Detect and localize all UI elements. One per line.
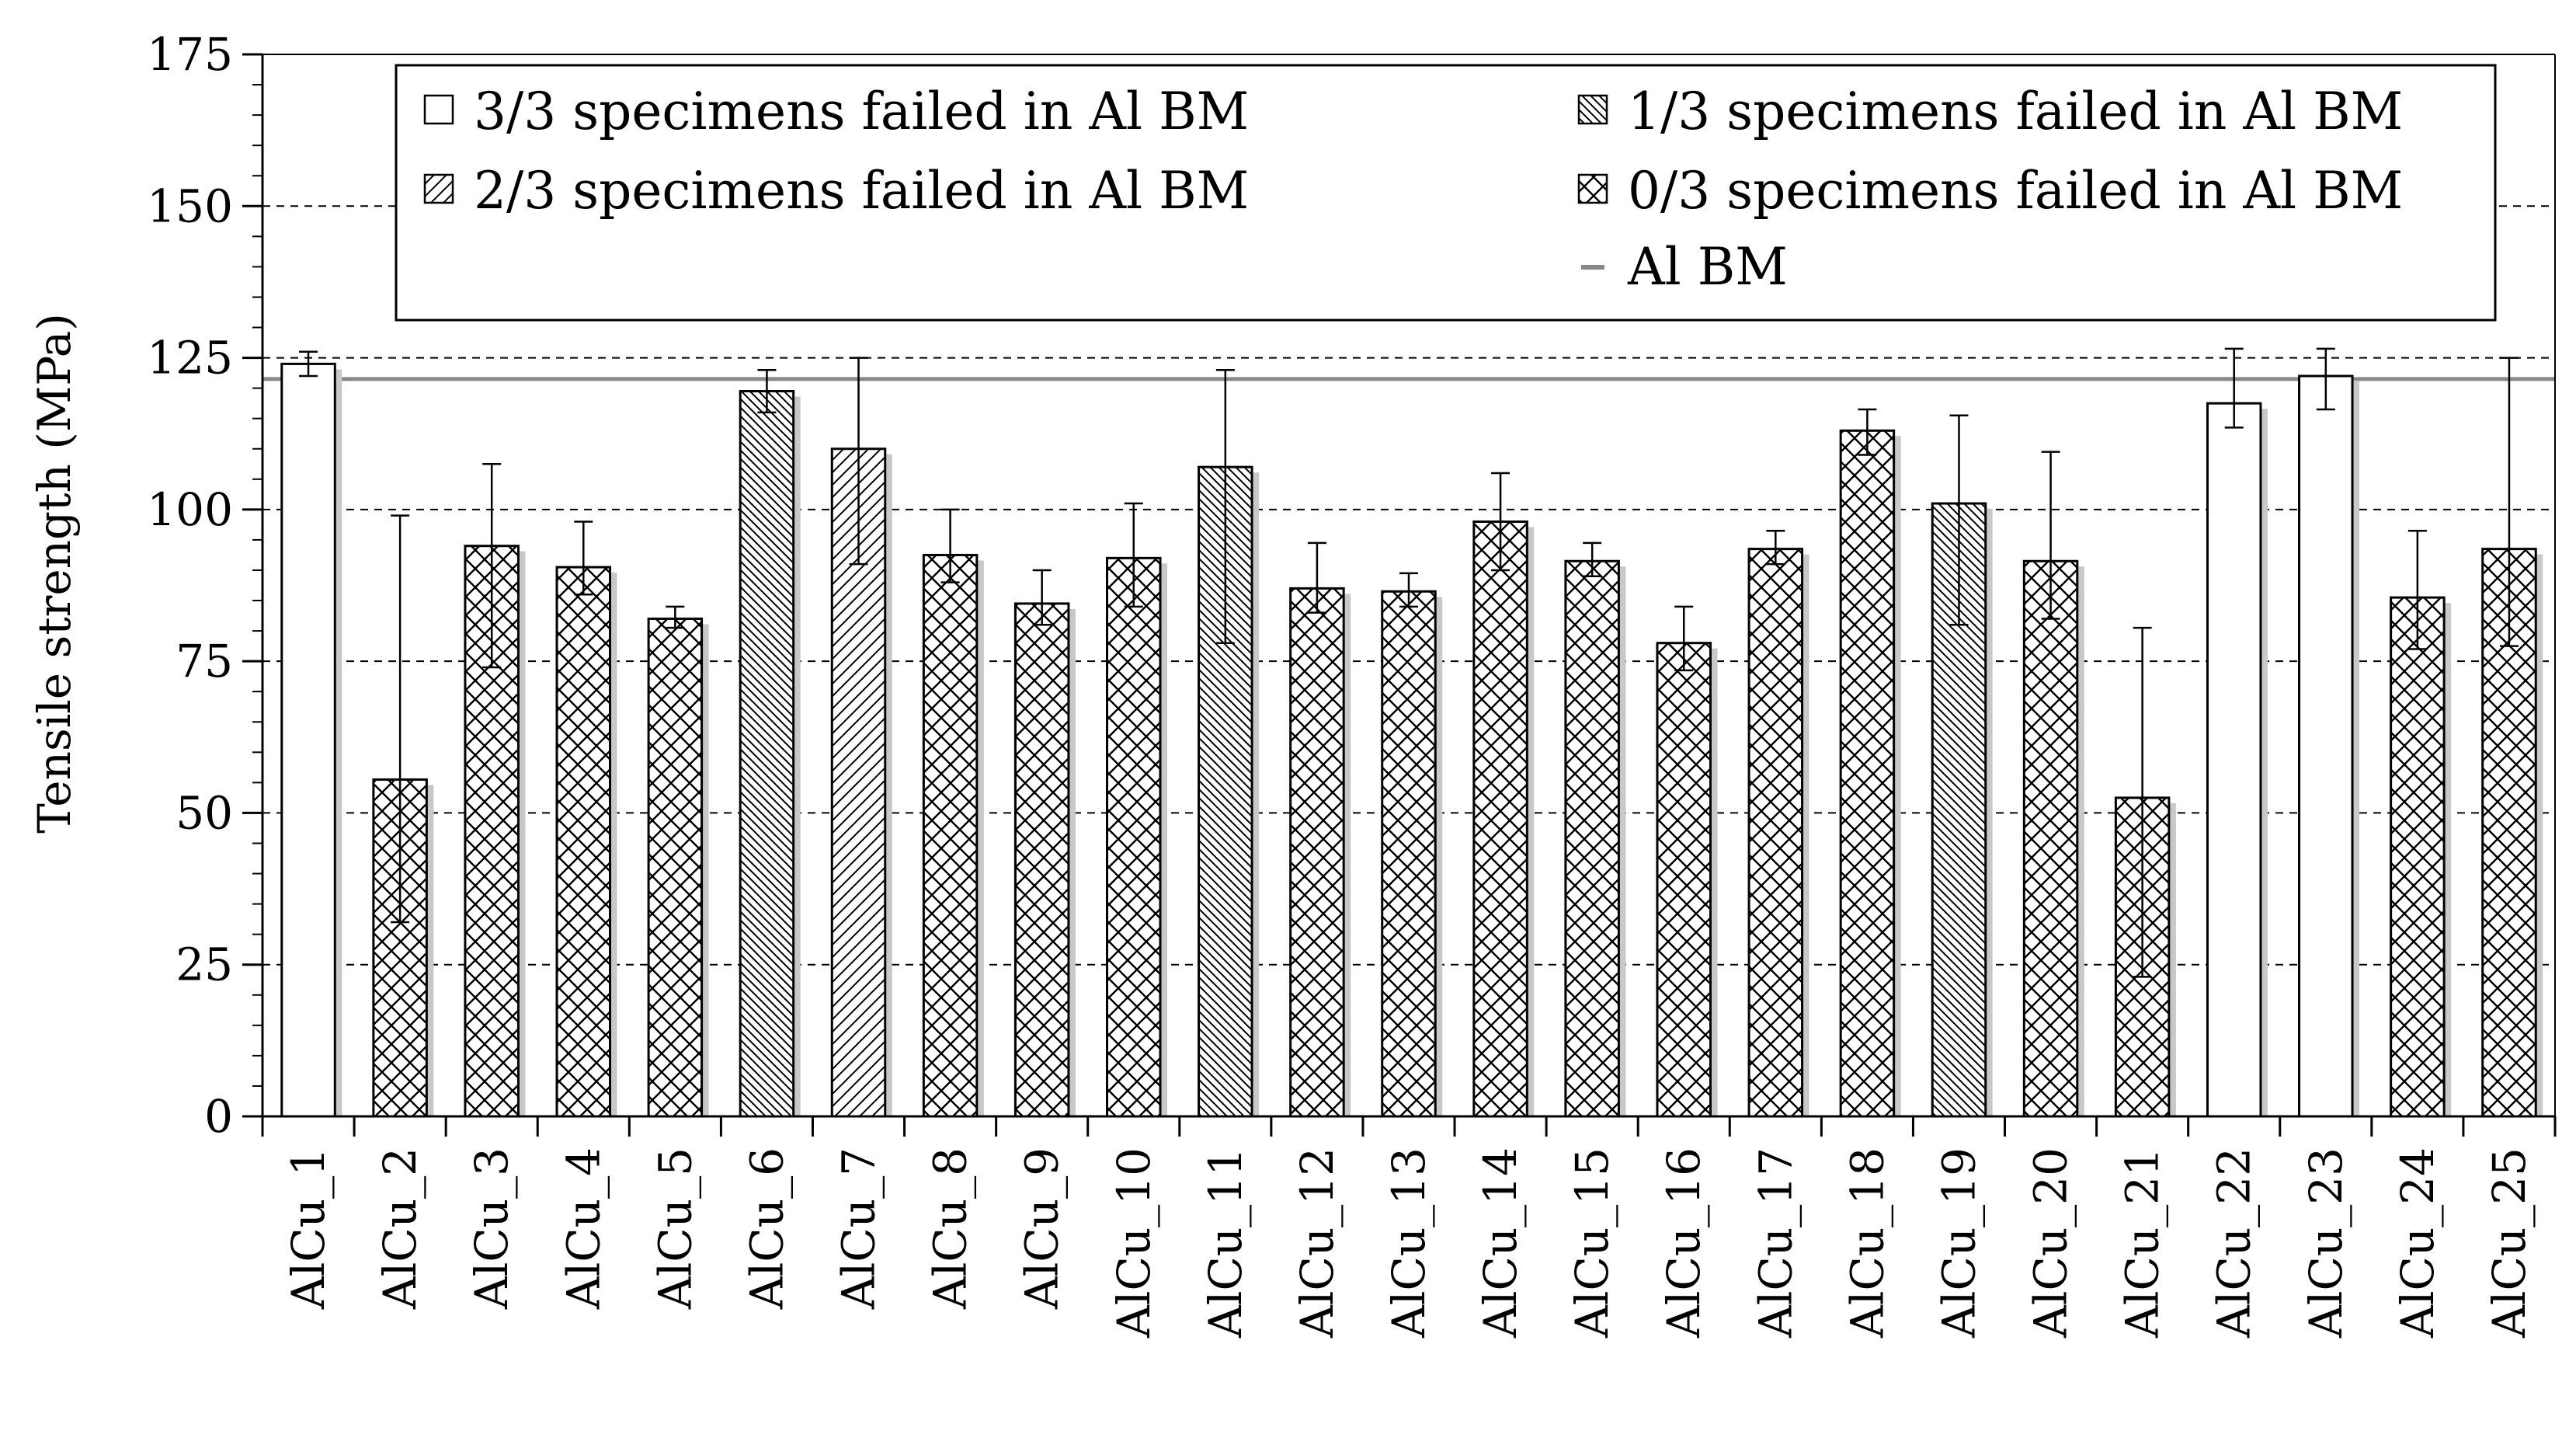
y-axis-title: Tensile strength (MPa) <box>28 313 81 834</box>
bar <box>647 617 704 1118</box>
x-tick-label: AlCu_18 <box>1841 1147 1893 1339</box>
legend-label-2-3: 2/3 specimens failed in Al BM <box>474 161 1249 221</box>
y-tick-label: 175 <box>147 28 233 81</box>
bar <box>922 553 979 1118</box>
y-tick-label: 25 <box>176 938 233 991</box>
x-tick-label: AlCu_8 <box>924 1147 977 1310</box>
x-tick-label: AlCu_24 <box>2391 1147 2444 1339</box>
x-tick-label: AlCu_6 <box>740 1147 793 1310</box>
bar <box>1747 548 1804 1118</box>
x-tick-label: AlCu_2 <box>374 1147 426 1310</box>
y-tick-label: 50 <box>176 786 233 839</box>
bar <box>280 362 336 1118</box>
x-tick-label: AlCu_11 <box>1199 1147 1252 1339</box>
bar <box>739 390 795 1118</box>
x-tick-label: AlCu_17 <box>1749 1147 1802 1339</box>
bar <box>1289 587 1345 1118</box>
x-tick-label: AlCu_12 <box>1291 1147 1344 1339</box>
x-tick-label: AlCu_15 <box>1566 1147 1618 1339</box>
x-tick-label: AlCu_3 <box>465 1147 518 1310</box>
bar <box>1564 559 1620 1118</box>
bar <box>1013 602 1070 1118</box>
x-tick-label: AlCu_25 <box>2483 1147 2536 1339</box>
bar <box>555 566 612 1118</box>
bar <box>1656 642 1712 1118</box>
legend-label-al-bm: Al BM <box>1627 237 1788 297</box>
bar <box>1381 590 1437 1118</box>
legend-label-1-3: 1/3 specimens failed in Al BM <box>1628 82 2403 141</box>
x-tick-label: AlCu_20 <box>2025 1147 2077 1339</box>
bar <box>1839 429 1896 1118</box>
bar <box>2206 402 2262 1118</box>
x-tick-label: AlCu_7 <box>833 1147 885 1310</box>
bar <box>2298 374 2354 1118</box>
y-tick-label: 100 <box>147 483 233 536</box>
x-tick-label: AlCu_14 <box>1474 1147 1527 1339</box>
x-tick-label: AlCu_5 <box>648 1147 701 1310</box>
y-tick-label: 150 <box>147 179 233 232</box>
legend-label-0-3: 0/3 specimens failed in Al BM <box>1628 161 2403 221</box>
y-tick-label: 125 <box>147 332 233 385</box>
legend-swatch-2-3 <box>423 173 454 204</box>
x-tick-label: AlCu_1 <box>282 1147 335 1310</box>
legend-swatch-0-3 <box>1577 173 1608 204</box>
legend-label-3-3: 3/3 specimens failed in Al BM <box>474 82 1249 141</box>
legend-frame <box>395 64 2497 322</box>
x-tick-label: AlCu_22 <box>2208 1147 2261 1339</box>
bar <box>2390 596 2446 1118</box>
legend: 3/3 specimens failed in Al BM 1/3 specim… <box>395 64 2497 322</box>
x-tick-label: AlCu_21 <box>2116 1147 2169 1339</box>
x-tick-label: AlCu_19 <box>1932 1147 1985 1339</box>
y-tick-label: 75 <box>176 635 233 688</box>
x-tick-label: AlCu_13 <box>1382 1147 1435 1339</box>
bar <box>1106 556 1162 1118</box>
x-tick-label: AlCu_9 <box>1016 1147 1069 1310</box>
y-tick-label: 0 <box>204 1090 233 1143</box>
x-tick-label: AlCu_16 <box>1657 1147 1710 1339</box>
bar <box>1472 520 1528 1118</box>
legend-swatch-1-3 <box>1577 94 1608 125</box>
x-tick-label: AlCu_10 <box>1107 1147 1160 1339</box>
bar <box>2022 559 2079 1118</box>
x-tick-label: AlCu_23 <box>2300 1147 2352 1339</box>
x-tick-label: AlCu_4 <box>557 1147 610 1310</box>
legend-swatch-3-3 <box>423 94 454 125</box>
